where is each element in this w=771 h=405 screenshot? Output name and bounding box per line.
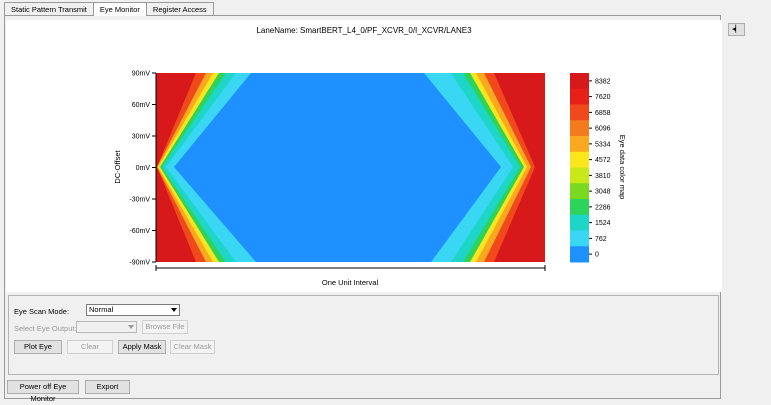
colorbar-segment: [570, 214, 589, 231]
export-button[interactable]: Export: [85, 380, 130, 394]
y-tick-label: 0mV: [136, 165, 151, 172]
y-tick-label: 60mV: [132, 102, 151, 109]
chevron-down-icon: [128, 325, 134, 329]
apply-mask-button[interactable]: Apply Mask: [118, 340, 166, 354]
colorbar-segment: [570, 73, 589, 90]
colorbar-segment: [570, 199, 589, 216]
tab-eye-monitor[interactable]: Eye Monitor: [92, 2, 147, 16]
plot-title: LaneName: SmartBERT_L4_0/PF_XCVR_0/I_XCV…: [256, 26, 472, 35]
plot-eye-button[interactable]: Plot Eye: [14, 340, 62, 354]
eye-scan-mode-value: Normal: [89, 305, 114, 314]
colorbar-tick-label: 0: [595, 252, 599, 259]
colorbar-tick-label: 3048: [595, 189, 611, 196]
chevron-down-icon: [171, 308, 177, 312]
clear-button[interactable]: Clear: [67, 340, 113, 354]
eye-controls-panel: Eye Scan Mode: Normal Select Eye Output:…: [8, 295, 719, 375]
colorbar-segment: [570, 88, 589, 105]
colorbar-tick-label: 6858: [595, 110, 611, 117]
colorbar-tick-label: 7620: [595, 94, 611, 101]
y-tick-label: 90mV: [132, 71, 151, 78]
colorbar-segment: [570, 167, 589, 184]
colorbar-tick-label: 1524: [595, 220, 611, 227]
tab-static-pattern-transmit[interactable]: Static Pattern Transmit: [4, 2, 94, 15]
colorbar-tick-label: 2286: [595, 204, 611, 211]
select-eye-output-select[interactable]: [76, 321, 137, 333]
pin-button[interactable]: ◂▏: [728, 23, 745, 36]
select-eye-output-label: Select Eye Output:: [14, 324, 77, 333]
colorbar-segment: [570, 120, 589, 137]
y-tick-label: -60mV: [129, 228, 150, 235]
colorbar-segment: [570, 151, 589, 168]
colorbar-segment: [570, 230, 589, 247]
y-tick-label: -30mV: [129, 197, 150, 204]
eye-diagram-chart: 90mV 60mV 30mV 0mV -30mV -60mV -90mV One Unit …: [113, 71, 627, 288]
browse-file-button[interactable]: Browse File: [142, 320, 188, 334]
y-tick-label: 30mV: [132, 134, 151, 141]
colorbar-tick-label: 3810: [595, 173, 611, 180]
eye-scan-mode-select[interactable]: Normal: [86, 304, 180, 316]
x-axis-label: One Unit Interval: [322, 278, 379, 287]
y-tick-label: -90mV: [129, 260, 150, 267]
tab-register-access[interactable]: Register Access: [145, 2, 214, 15]
colorbar-tick-label: 5334: [595, 141, 611, 148]
tab-bar: Static Pattern Transmit Eye Monitor Regi…: [4, 2, 214, 16]
colorbar-label: Eye data color map: [618, 135, 627, 200]
colorbar-segment: [570, 104, 589, 121]
eye-plot-area: LaneName: SmartBERT_L4_0/PF_XCVR_0/I_XCV…: [6, 20, 722, 292]
colorbar-tick-label: 6096: [595, 126, 611, 133]
colorbar-tick-label: 8382: [595, 78, 611, 85]
eye-band-7: [174, 73, 501, 262]
colorbar-tick-label: 762: [595, 236, 607, 243]
colorbar-segment: [570, 136, 589, 153]
colorbar-segment: [570, 246, 589, 263]
y-axis-label: DC-Offset: [113, 149, 122, 183]
colorbar-segment: [570, 183, 589, 200]
pin-icon: ◂▏: [732, 26, 741, 33]
eye-scan-mode-label: Eye Scan Mode:: [14, 307, 70, 316]
clear-mask-button[interactable]: Clear Mask: [170, 340, 215, 354]
colorbar-tick-label: 4572: [595, 157, 611, 164]
power-off-eye-monitor-button[interactable]: Power off Eye Monitor: [7, 380, 79, 403]
